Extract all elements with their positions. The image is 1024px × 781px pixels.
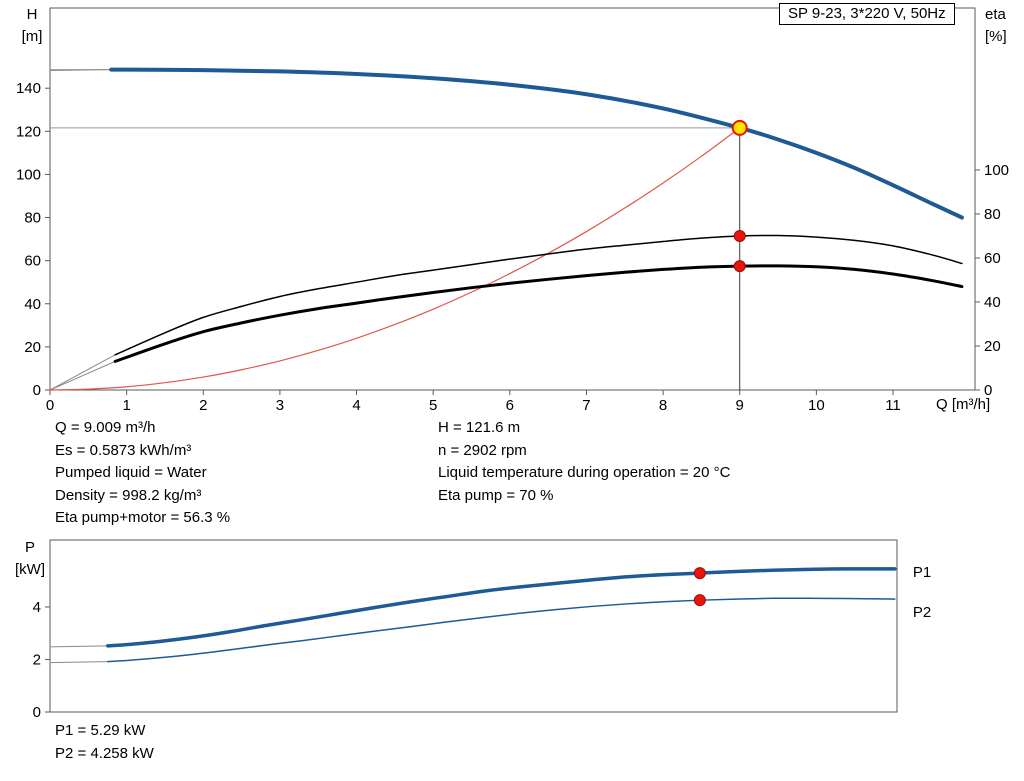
annotation-density: Density = 998.2 kg/m³ xyxy=(55,486,202,504)
x-tick-label: 7 xyxy=(582,397,590,414)
x-tick-label: 2 xyxy=(199,397,207,414)
h-curve-curve xyxy=(109,67,964,220)
annotation-p1: P1 = 5.29 kW xyxy=(55,722,146,739)
y-tick-label-left: 2 xyxy=(33,651,41,668)
head-axis-measure: [m] xyxy=(21,28,43,45)
x-tick-label: 0 xyxy=(46,397,54,414)
power-axis-unit: P [kW] xyxy=(8,537,52,581)
annotation-specific-energy: Es = 0.5873 kWh/m³ xyxy=(55,441,192,459)
x-tick-label: 4 xyxy=(352,397,360,414)
y-tick-label-left: 100 xyxy=(16,166,41,183)
y-tick-label-left: 120 xyxy=(16,123,41,140)
y-tick-label-right: 60 xyxy=(984,250,1001,267)
y-tick-label-right: 100 xyxy=(984,162,1009,179)
annotation-eta-pump: Eta pump = 70 % xyxy=(438,486,554,504)
head-eta-chart: 0 1 2 3 4 5 6 7 8 9 10 11 0 20 40 60 80 100 120 140 0 20 40 60 8… xyxy=(16,7,1009,414)
flow-axis-unit: Q [m³/h] xyxy=(936,396,991,413)
h-curve-lead-in-curve xyxy=(49,69,112,72)
annotation-speed: n = 2902 rpm xyxy=(438,441,527,459)
eta-pump-curve xyxy=(114,234,963,356)
p1-curve xyxy=(106,567,897,648)
duty-point-marker[interactable] xyxy=(731,119,748,136)
p1-duty-marker xyxy=(693,567,706,580)
head-axis-unit: H [m] xyxy=(12,4,52,48)
annotation-flow: Q = 9.009 m³/h xyxy=(55,419,156,436)
y-tick-label-right: 80 xyxy=(984,206,1001,223)
power-annotations: P1 = 5.29 kW P2 = 4.258 kW xyxy=(55,720,154,765)
x-tick-label: 5 xyxy=(429,397,437,414)
eta-pump-motor-marker xyxy=(733,260,746,273)
x-tick-label: 8 xyxy=(659,397,667,414)
y-tick-label-left: 60 xyxy=(24,253,41,270)
p1-lead-in-curve xyxy=(49,645,109,648)
y-tick-label-right: 20 xyxy=(984,338,1001,355)
power-axis-symbol: P xyxy=(24,539,35,556)
annotation-eta-pump-motor: Eta pump+motor = 56.3 % xyxy=(55,509,231,526)
annotation-head: H = 121.6 m xyxy=(438,419,521,436)
annotation-p2: P2 = 4.258 kW xyxy=(55,744,154,762)
annotation-pumped-liquid: Pumped liquid = Water xyxy=(55,464,207,481)
pump-model-badge: SP 9-23, 3*220 V, 50Hz xyxy=(779,3,955,25)
plot-frame xyxy=(49,539,898,713)
y-tick-label-left: 4 xyxy=(33,599,41,616)
p2-lead-in-curve xyxy=(49,661,109,664)
eta-axis-measure: [%] xyxy=(985,28,1007,45)
system-curve-curve xyxy=(49,127,741,391)
eta-axis-unit: eta [%] xyxy=(985,4,1007,48)
x-tick-label: 3 xyxy=(276,397,284,414)
y-tick-label-left: 0 xyxy=(33,382,41,399)
annotation-liquid-temperature: Liquid temperature during operation = 20… xyxy=(438,464,731,481)
p2-curve xyxy=(107,597,896,663)
duty-annotations-left: Q = 9.009 m³/h Es = 0.5873 kWh/m³ Pumped… xyxy=(55,417,230,530)
x-tick-label: 1 xyxy=(122,397,130,414)
x-tick-label: 9 xyxy=(736,397,744,414)
y-tick-label-left: 40 xyxy=(24,296,41,313)
power-chart: 0 2 4 P1 P2 xyxy=(33,539,931,719)
p2-duty-marker xyxy=(693,594,706,607)
eta-axis-symbol: eta xyxy=(985,6,1006,23)
y-tick-label-left: 0 xyxy=(33,704,41,719)
eta-pump-lead-in-curve xyxy=(49,354,116,391)
y-tick-label-left: 80 xyxy=(24,210,41,227)
plot-frame xyxy=(49,7,976,391)
y-tick-label-right: 40 xyxy=(984,294,1001,311)
x-tick-label: 11 xyxy=(885,397,901,414)
y-tick-label-left: 20 xyxy=(24,339,41,356)
duty-annotations-right: H = 121.6 m n = 2902 rpm Liquid temperat… xyxy=(438,417,730,507)
p1-curve-label: P1 xyxy=(913,564,931,581)
x-tick-label: 10 xyxy=(808,397,825,414)
head-axis-symbol: H xyxy=(26,6,38,23)
p2-curve-label: P2 xyxy=(913,604,931,621)
y-tick-label-right: 0 xyxy=(984,382,992,399)
y-tick-label-left: 140 xyxy=(16,80,41,97)
eta-pump-motor-curve xyxy=(113,264,964,363)
power-axis-measure: [kW] xyxy=(15,561,45,578)
x-tick-label: 6 xyxy=(506,397,514,414)
eta-pump-marker xyxy=(733,229,746,242)
eta-pump-motor-lead-in-curve xyxy=(49,360,116,391)
